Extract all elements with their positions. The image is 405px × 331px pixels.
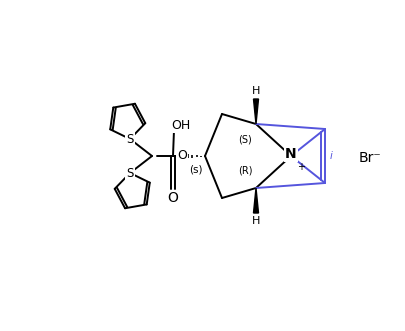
Text: H: H (251, 86, 260, 96)
Text: S: S (126, 132, 133, 146)
Text: +: + (296, 162, 304, 172)
Text: O: O (167, 191, 178, 205)
Polygon shape (253, 188, 258, 213)
Text: (S): (S) (238, 134, 251, 144)
Text: (s): (s) (189, 164, 202, 174)
Text: (R): (R) (237, 165, 252, 175)
Text: OH: OH (171, 118, 190, 131)
Text: i: i (329, 151, 332, 161)
Text: Br⁻: Br⁻ (358, 151, 380, 165)
Text: N: N (284, 147, 296, 161)
Text: S: S (126, 166, 133, 179)
Text: H: H (251, 216, 260, 226)
Polygon shape (253, 99, 258, 124)
Text: O: O (177, 149, 186, 162)
